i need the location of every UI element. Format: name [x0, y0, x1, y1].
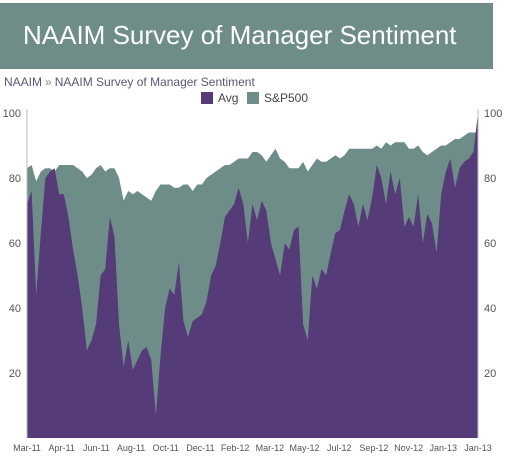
x-tick: Jan-13 [464, 443, 492, 453]
legend-label-avg: Avg [218, 91, 238, 105]
legend-label-sp500: S&P500 [264, 91, 308, 105]
x-tick: May-12 [290, 443, 320, 453]
x-tick: Apr-11 [49, 443, 75, 453]
y-tick-right: 80 [484, 173, 496, 185]
series-area-avg [27, 113, 478, 438]
legend-swatch-sp500 [247, 92, 259, 104]
x-tick: Sep-12 [359, 443, 388, 453]
breadcrumb-current: NAAIM Survey of Manager Sentiment [54, 75, 255, 89]
x-tick: Feb-12 [221, 443, 250, 453]
y-tick-left: 60 [9, 238, 21, 250]
y-tick-right: 100 [484, 108, 502, 120]
y-tick-left: 100 [3, 108, 21, 120]
y-tick-right: 20 [484, 368, 496, 380]
x-tick: Jan-13 [430, 443, 458, 453]
breadcrumb-home-link[interactable]: NAAIM [4, 75, 43, 89]
banner-title: NAAIM Survey of Manager Sentiment [23, 20, 457, 50]
y-tick-left: 80 [9, 173, 21, 185]
breadcrumb: NAAIM» NAAIM Survey of Manager Sentiment [4, 75, 255, 89]
x-tick: Aug-11 [117, 443, 145, 453]
x-tick: Dec-11 [186, 443, 214, 453]
title-banner: NAAIM Survey of Manager Sentiment [0, 3, 493, 69]
y-tick-left: 40 [9, 303, 21, 315]
y-tick-right: 60 [484, 238, 496, 250]
x-tick: Oct-11 [153, 443, 179, 453]
x-tick: Jun-11 [83, 443, 110, 453]
y-tick-left: 20 [9, 368, 21, 380]
x-tick: Mar-11 [13, 443, 41, 453]
y-tick-right: 40 [484, 303, 496, 315]
x-tick: Mar-12 [256, 443, 285, 453]
x-tick: Nov-12 [394, 443, 423, 453]
x-tick: Jul-12 [327, 443, 352, 453]
legend-swatch-avg [201, 92, 213, 104]
breadcrumb-separator: » [45, 75, 52, 89]
